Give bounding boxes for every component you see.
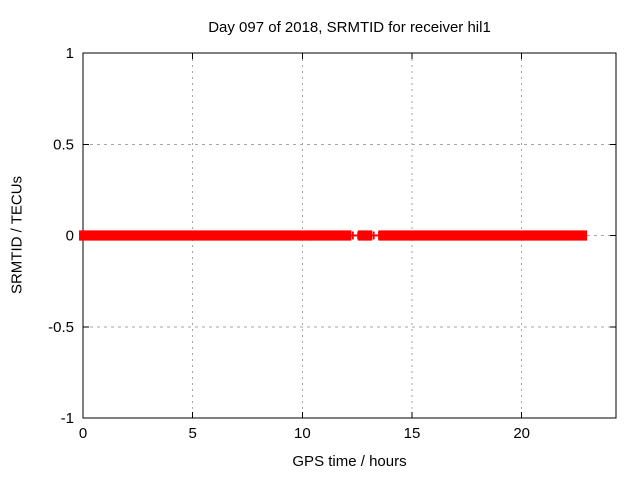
x-tick-label: 5 (188, 425, 196, 442)
x-tick-label: 10 (294, 425, 311, 442)
x-tick-label: 20 (513, 425, 530, 442)
y-tick-label: 1 (66, 45, 74, 62)
data-segment (378, 230, 588, 241)
x-axis-label: GPS time / hours (292, 453, 407, 470)
y-axis-label: SRMTID / TECUs (8, 175, 26, 295)
chart-title: Day 097 of 2018, SRMTID for receiver hil… (208, 19, 491, 36)
x-tick-label: 0 (79, 425, 87, 442)
y-tick-label: -0.5 (48, 319, 74, 336)
x-tick-label: 15 (404, 425, 421, 442)
y-tick-label: 0 (66, 228, 74, 245)
data-segment (358, 230, 373, 241)
y-tick-label: 0.5 (53, 136, 74, 153)
data-segment (309, 230, 352, 241)
y-tick-label: -1 (61, 410, 74, 427)
data-segment (79, 230, 311, 241)
